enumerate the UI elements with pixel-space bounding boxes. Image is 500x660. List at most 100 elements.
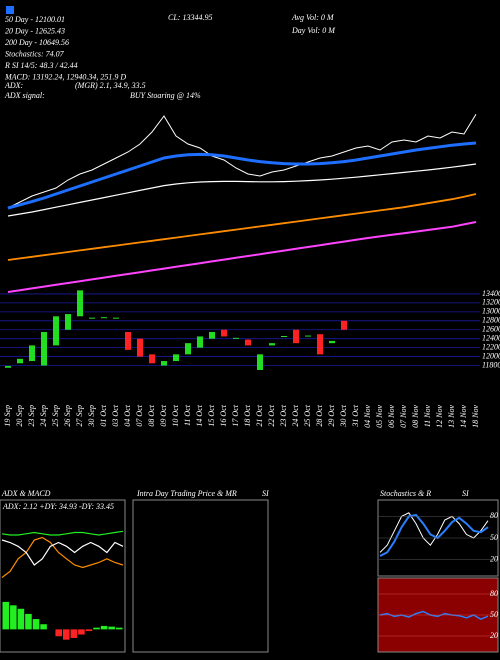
- candle: [173, 354, 179, 362]
- x-tick-label: 03 Oct: [111, 404, 120, 426]
- macd-bar: [115, 627, 123, 630]
- x-tick-label: 04 Nov: [363, 405, 372, 428]
- candle: [197, 336, 203, 348]
- adx-signal-value: BUY Stoaring @ 14%: [130, 91, 201, 100]
- x-tick-label: 26 Sep: [63, 405, 72, 427]
- x-tick-label: 30 Sep: [87, 405, 96, 428]
- x-tick-label: 11 Oct: [183, 404, 192, 426]
- series-line: [1, 536, 124, 578]
- volume-text: Day Vol: 0 M: [291, 26, 336, 35]
- y-tick-label: 12800: [482, 316, 500, 325]
- y-tick-label: 50: [490, 533, 498, 542]
- macd-bar: [93, 627, 100, 630]
- candle: [185, 343, 191, 355]
- x-tick-label: 22 Oct: [267, 404, 276, 426]
- x-tick-label: 23 Oct: [279, 404, 288, 426]
- x-tick-label: 25 Sep: [51, 405, 60, 427]
- x-tick-label: 05 Nov: [375, 405, 384, 428]
- x-tick-label: 29 Oct: [327, 404, 336, 426]
- y-tick-label: 11800: [482, 360, 500, 369]
- y-tick-label: 12400: [482, 334, 500, 343]
- candle: [233, 337, 239, 339]
- indicator-text: 50 Day - 12100.01: [5, 15, 65, 24]
- candle: [317, 334, 323, 355]
- x-tick-label: 20 Sep: [15, 405, 24, 427]
- x-tick-label: 21 Oct: [255, 404, 264, 426]
- y-tick-label: 80: [490, 589, 498, 598]
- candle: [41, 331, 47, 366]
- candle: [113, 317, 119, 319]
- x-tick-label: 01 Oct: [99, 404, 108, 426]
- x-tick-label: 27 Sep: [75, 405, 84, 427]
- adx-signal-label: ADX signal:: [4, 91, 45, 100]
- y-tick-label: 13400: [482, 289, 500, 298]
- candle: [101, 317, 107, 319]
- intraday-title: Intra Day Trading Price & MR: [136, 489, 237, 498]
- candle: [257, 354, 263, 370]
- candle: [161, 361, 167, 366]
- series-line: [7, 193, 477, 261]
- y-tick-label: 20: [490, 554, 498, 563]
- candle: [245, 339, 251, 346]
- x-tick-label: 18 Nov: [471, 405, 480, 428]
- x-tick-label: 24 Sep: [39, 405, 48, 427]
- macd-bar: [2, 601, 10, 630]
- x-tick-label: 15 Oct: [207, 404, 216, 426]
- candle: [5, 365, 11, 368]
- x-tick-label: 16 Oct: [219, 404, 228, 426]
- candle: [329, 340, 335, 344]
- series-line: [7, 221, 477, 293]
- candle: [137, 338, 143, 357]
- x-tick-label: 04 Oct: [123, 404, 132, 426]
- x-tick-label: 14 Nov: [459, 405, 468, 428]
- candle: [269, 343, 275, 346]
- x-tick-label: 11 Nov: [423, 405, 432, 428]
- y-tick-label: 50: [490, 610, 498, 619]
- macd-bar: [108, 626, 115, 630]
- macd-bar: [70, 629, 78, 638]
- macd-bar: [100, 625, 108, 630]
- x-tick-label: 07 Nov: [399, 405, 408, 428]
- candle: [77, 290, 83, 317]
- legend-swatch: [6, 6, 14, 14]
- panel-subtitle: SI: [462, 489, 469, 498]
- series-line: [1, 530, 124, 536]
- adx-panel: [0, 499, 126, 653]
- adx-label: ADX:: [4, 81, 24, 90]
- adx-value: (MGR) 2.1, 34.9, 33.5: [75, 81, 146, 90]
- x-tick-label: 30 Oct: [339, 404, 348, 427]
- y-tick-label: 13000: [482, 307, 500, 316]
- candle: [209, 331, 215, 339]
- indicator-text: MACD: 13192.24, 12940.34, 251.9 D: [4, 72, 126, 81]
- x-tick-label: 28 Oct: [315, 404, 324, 426]
- series-line: [379, 512, 489, 553]
- candle: [281, 336, 287, 337]
- candle: [125, 331, 131, 350]
- x-tick-label: 10 Oct: [171, 404, 180, 426]
- macd-bar: [78, 629, 85, 635]
- series-line: [1, 539, 124, 566]
- x-tick-label: 07 Oct: [135, 404, 144, 426]
- macd-bar: [40, 624, 47, 630]
- macd-bar: [10, 605, 17, 630]
- series-line: [7, 113, 477, 209]
- series-line: [7, 141, 477, 210]
- y-tick-label: 12000: [482, 351, 500, 360]
- x-tick-label: 12 Nov: [435, 405, 444, 428]
- series-line: [379, 610, 489, 621]
- macd-bar: [55, 629, 62, 637]
- x-tick-label: 08 Nov: [411, 405, 420, 428]
- candle: [29, 345, 35, 362]
- close-price: CL: 13344.95: [168, 13, 212, 22]
- macd-bar: [32, 619, 40, 630]
- series-line: [7, 163, 477, 217]
- intraday-panel: [132, 499, 269, 653]
- candle: [65, 314, 71, 330]
- x-tick-label: 23 Sep: [27, 405, 36, 427]
- macd-bar: [25, 613, 32, 630]
- x-tick-label: 17 Oct: [231, 404, 240, 426]
- y-tick-label: 12600: [482, 325, 500, 334]
- candle: [89, 317, 95, 319]
- x-tick-label: 24 Oct: [291, 404, 300, 426]
- candle: [149, 354, 155, 364]
